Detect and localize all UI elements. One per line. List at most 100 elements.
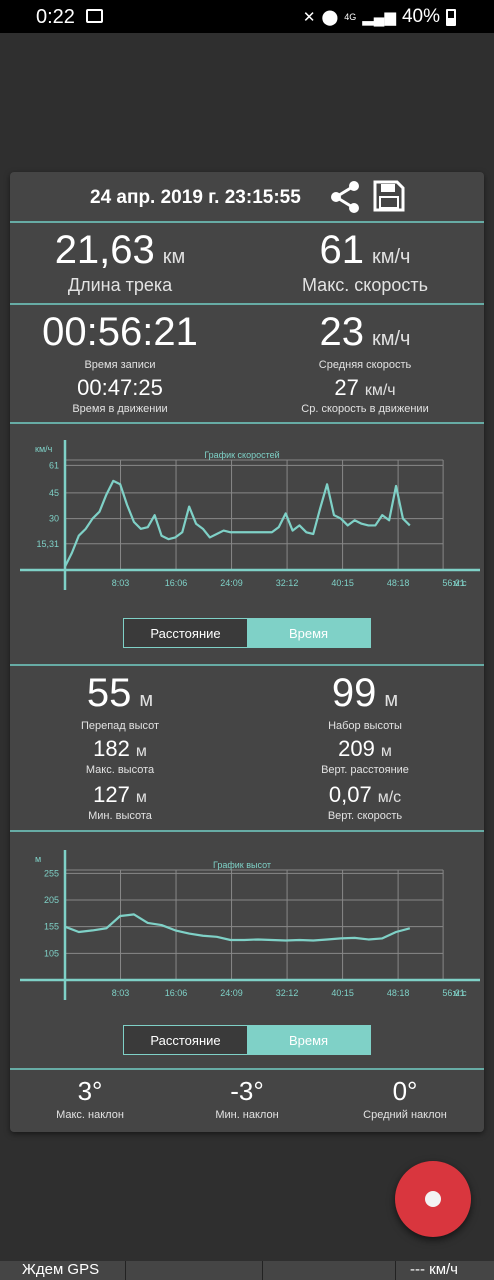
record-time-stat: 00:56:21 Время записи 00:47:25 Время в д… [10, 310, 230, 415]
min-slope-stat: -3° Мин. наклон [187, 1076, 307, 1121]
vert-speed-value: 0,07 [328, 782, 372, 807]
separator [125, 1261, 126, 1280]
max-speed-stat: 61 км/ч Макс. скорость [255, 228, 475, 296]
max-elev-value: 182 [93, 736, 130, 761]
gps-status: Ждем GPS [22, 1261, 100, 1278]
vert-dist-unit: м [380, 743, 392, 760]
y-tick-label: 205 [44, 895, 59, 905]
moving-time-value: 00:47:25 [77, 375, 163, 400]
elev-gain-unit: м [384, 689, 399, 711]
separator [395, 1261, 396, 1280]
elev-diff-value: 55 [86, 671, 132, 715]
record-time-value: 00:56:21 [42, 310, 198, 354]
x-tick-label: 40:15 [331, 578, 354, 588]
max-slope-stat: 3° Макс. наклон [30, 1076, 150, 1121]
avg-speed-unit: км/ч [372, 328, 411, 350]
location-icon: ⬤ [321, 9, 339, 26]
x-tick-label: 32:12 [276, 988, 299, 998]
height-chart-toggle: Расстояние Время [123, 1025, 371, 1055]
divider [10, 664, 484, 666]
elev-gain-label: Набор высоты [328, 720, 402, 732]
toggle-distance-button[interactable]: Расстояние [124, 619, 247, 647]
x-tick-label: 56:21 [442, 578, 465, 588]
battery-icon [446, 8, 456, 26]
avg-speed-stat: 23 км/ч Средняя скорость 27 км/ч Ср. скоро… [255, 310, 475, 415]
track-date: 24 апр. 2019 г. 23:15:55 [90, 187, 301, 208]
x-tick-label: 8:03 [112, 988, 130, 998]
y-axis-label: м [35, 854, 41, 864]
distance-label: Длина трека [67, 275, 173, 295]
elev-gain-stat: 99 м Набор высоты 209 м Верт. расстояние 0… [255, 671, 475, 822]
y-axis-label: км/ч [35, 444, 53, 454]
x-tick-label: 16:06 [165, 988, 188, 998]
record-icon [425, 1191, 441, 1207]
y-tick-label: 61 [49, 460, 59, 470]
max-speed-label: Макс. скорость [301, 275, 429, 295]
vert-speed-unit: м/с [377, 789, 402, 806]
image-notification-icon [86, 9, 103, 23]
status-icons: ✕ ⬤ 4G ▂▄▆ 40% [303, 6, 456, 28]
share-icon[interactable] [328, 180, 362, 214]
max-speed-unit: км/ч [372, 246, 411, 268]
status-bar: 0:22 ✕ ⬤ 4G ▂▄▆ 40% [0, 0, 494, 33]
elev-diff-label: Перепад высот [80, 720, 160, 732]
moving-time-label: Время в движении [72, 403, 168, 415]
x-tick-label: 24:09 [220, 988, 243, 998]
distance-stat: 21,63 км Длина трека [10, 228, 230, 296]
divider [10, 422, 484, 424]
status-time: 0:22 [36, 6, 75, 28]
vert-dist-label: Верт. расстояние [321, 764, 409, 776]
avg-speed-label: Средняя скорость [318, 359, 412, 371]
record-button[interactable] [395, 1161, 471, 1237]
toggle-distance-button[interactable]: Расстояние [124, 1026, 247, 1054]
avg-moving-speed-label: Ср. скорость в движении [301, 403, 429, 415]
x-tick-label: 48:18 [387, 578, 410, 588]
distance-unit: км [162, 246, 186, 268]
max-elev-unit: м [135, 743, 147, 760]
floppy-icon[interactable] [373, 180, 405, 212]
signal-icon: ▂▄▆ [362, 9, 396, 26]
x-tick-label: 16:06 [165, 578, 188, 588]
min-elev-unit: м [135, 789, 147, 806]
max-elev-label: Макс. высота [85, 764, 155, 776]
avg-slope-stat: 0° Средний наклон [345, 1076, 465, 1121]
network-label: 4G [344, 12, 357, 22]
divider [10, 830, 484, 832]
y-tick-label: 105 [44, 948, 59, 958]
y-tick-label: 155 [44, 922, 59, 932]
x-tick-label: 8:03 [112, 578, 130, 588]
min-slope-label: Мин. наклон [215, 1109, 279, 1121]
y-tick-label: 15,31 [36, 539, 59, 549]
toggle-time-button[interactable]: Время [247, 619, 370, 647]
bottom-status-bar: Ждем GPS --- км/ч [0, 1261, 494, 1280]
toggle-time-button[interactable]: Время [247, 1026, 370, 1054]
height-chart: 255 205 155 105 8:03 16:06 24:09 32:12 40:15 48:1… [20, 850, 480, 1000]
avg-slope-label: Средний наклон [363, 1109, 447, 1121]
x-axis-label: м:с [453, 578, 467, 588]
avg-moving-speed-value: 27 [334, 375, 359, 400]
distance-value: 21,63 [54, 228, 155, 272]
x-tick-label: 48:18 [387, 988, 410, 998]
record-time-label: Время записи [84, 359, 156, 371]
divider [10, 1068, 484, 1070]
y-tick-label: 45 [49, 488, 59, 498]
avg-moving-speed-unit: км/ч [364, 382, 396, 399]
y-tick-label: 30 [49, 514, 59, 524]
x-tick-label: 32:12 [276, 578, 299, 588]
track-stats-card: 24 апр. 2019 г. 23:15:55 21,63 км Длина т… [10, 172, 484, 1132]
avg-slope-value: 0° [392, 1076, 418, 1106]
max-slope-label: Макс. наклон [56, 1109, 124, 1121]
speed-chart-toggle: Расстояние Время [123, 618, 371, 648]
min-slope-value: -3° [230, 1076, 264, 1106]
current-speed: --- км/ч [409, 1261, 458, 1278]
separator [262, 1261, 263, 1280]
series-line [64, 913, 411, 942]
vert-dist-value: 209 [338, 736, 375, 761]
y-tick-label: 255 [44, 868, 59, 878]
min-elev-label: Мин. высота [88, 810, 152, 822]
elev-diff-unit: м [139, 689, 154, 711]
chart-title: График скоростей [204, 450, 279, 460]
x-axis-label: м:с [453, 988, 467, 998]
max-speed-value: 61 [319, 228, 365, 272]
vert-speed-label: Верт. скорость [327, 810, 403, 822]
